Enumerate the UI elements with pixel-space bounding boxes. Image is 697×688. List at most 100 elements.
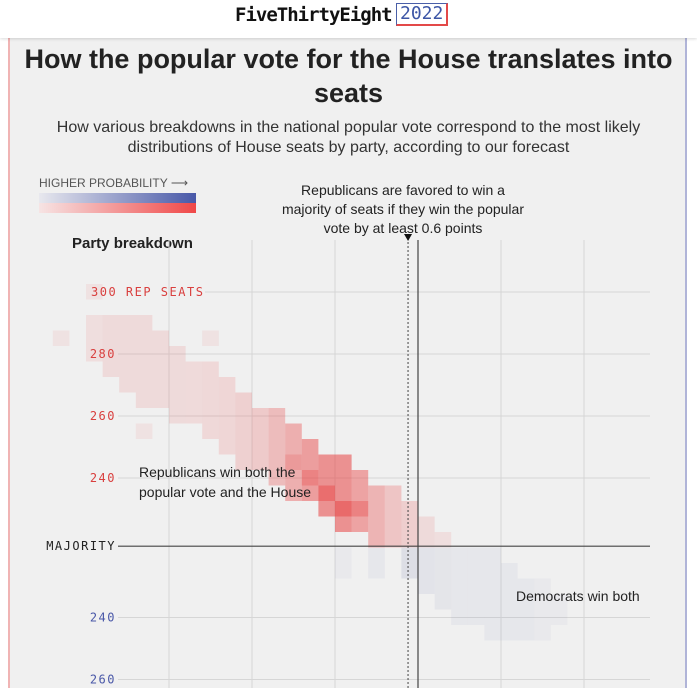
heatmap-cell — [368, 563, 385, 579]
y-tick-label: 260 — [90, 673, 116, 687]
heatmap-cell — [318, 485, 335, 501]
heatmap-cell — [119, 330, 136, 346]
chart-title: How the popular vote for the House trans… — [24, 44, 673, 108]
heatmap-cell — [268, 454, 286, 470]
heatmap-cell — [235, 423, 252, 439]
heatmap-cell — [335, 516, 352, 532]
heatmap-cell — [185, 392, 203, 408]
site-header: FiveThirtyEight 2022 — [0, 0, 697, 38]
heatmap-cell — [418, 516, 435, 532]
arrow-right-icon: ⟶ — [170, 176, 189, 190]
heatmap-cell — [434, 563, 452, 579]
heatmap-cell — [401, 563, 418, 579]
heatmap-cell — [119, 377, 136, 393]
heatmap-cell — [235, 439, 252, 455]
heatmap-cell — [434, 547, 452, 563]
heatmap-cell — [384, 532, 402, 548]
heatmap-cell — [335, 563, 352, 579]
heatmap-cell — [484, 625, 501, 641]
heatmap-cell — [285, 423, 302, 439]
heatmap-cell — [86, 315, 103, 331]
heatmap-cell — [401, 516, 418, 532]
heatmap-cell — [517, 625, 535, 641]
chart-panel — [8, 38, 687, 688]
heatmap-cell — [384, 485, 402, 501]
heatmap-cell — [434, 532, 452, 548]
y-tick-label: 260 — [90, 409, 116, 423]
heatmap-cell — [434, 578, 452, 594]
heatmap-cell — [152, 346, 169, 362]
heatmap-cell — [351, 501, 369, 517]
heatmap-cell — [484, 594, 501, 610]
heatmap-cell — [384, 516, 402, 532]
heatmap-cell — [517, 594, 535, 610]
heatmap-cell — [467, 594, 485, 610]
heatmap-cell — [135, 392, 153, 408]
heatmap-cell — [335, 485, 352, 501]
y-tick-label: 240 — [90, 611, 116, 625]
heatmap-cell — [202, 377, 219, 393]
heatmap-cell — [285, 485, 302, 501]
heatmap-cell — [318, 485, 335, 501]
heatmap-cell — [102, 315, 120, 331]
heatmap-cell — [451, 563, 468, 579]
probability-legend-label: HIGHER PROBABILITY ⟶ — [39, 176, 188, 190]
heatmap-cell — [102, 330, 120, 346]
heatmap-cell — [86, 346, 103, 362]
heatmap-cell — [218, 377, 236, 393]
heatmap-cell — [218, 439, 236, 455]
chart-heading: Party breakdown — [72, 235, 193, 252]
heatmap-cell — [235, 408, 252, 424]
heatmap-cell — [152, 377, 169, 393]
heatmap-cell — [501, 563, 518, 579]
heatmap-cell — [351, 501, 369, 517]
heatmap-cell — [351, 470, 369, 486]
heatmap-cell — [235, 392, 252, 408]
heatmap-cell — [202, 408, 219, 424]
y-tick-label: 280 — [90, 347, 116, 361]
heatmap-cell — [301, 470, 319, 486]
heatmap-cell — [351, 516, 369, 532]
heatmap-cell — [252, 454, 269, 470]
heatmap-cell — [368, 532, 385, 548]
heatmap-cell — [501, 594, 518, 610]
heatmap-cell — [384, 501, 402, 517]
threshold-marker-icon — [404, 234, 413, 241]
legend-label: HIGHER PROBABILITY — [39, 176, 168, 190]
heatmap-cell — [434, 594, 452, 610]
heatmap-cell — [185, 408, 203, 424]
heatmap-cell — [301, 485, 319, 501]
dem-both-annotation: Democrats win both — [516, 588, 640, 604]
year-badge[interactable]: 2022 — [396, 3, 449, 26]
heatmap-cell — [418, 578, 435, 594]
rep-gradient — [39, 203, 196, 213]
heatmap-cell — [169, 361, 186, 377]
heatmap-cell — [484, 578, 501, 594]
heatmap-cell — [119, 346, 136, 362]
heatmap-cell — [451, 609, 468, 625]
heatmap-cell — [268, 439, 286, 455]
probability-legend-bar — [39, 193, 196, 213]
heatmap-cell — [418, 532, 435, 548]
heatmap-cell — [268, 423, 286, 439]
heatmap-cell — [467, 563, 485, 579]
heatmap-cell — [152, 392, 169, 408]
heatmap-cell — [102, 361, 120, 377]
heatmap-cell — [218, 408, 236, 424]
heatmap-cell — [517, 609, 535, 625]
heatmap-cell — [268, 408, 286, 424]
heatmap-cell — [119, 361, 136, 377]
brand-logo[interactable]: FiveThirtyEight — [235, 4, 393, 26]
heatmap-cell — [351, 485, 369, 501]
heatmap-cell — [252, 408, 269, 424]
heatmap-cell — [268, 470, 286, 486]
y-tick-label: MAJORITY — [46, 539, 116, 553]
heatmap-cell — [169, 346, 186, 362]
heatmap-cell — [335, 547, 352, 563]
heatmap-cell — [484, 547, 501, 563]
heatmap-cell — [202, 330, 219, 346]
dem-gradient — [39, 193, 196, 203]
heatmap-cell — [451, 547, 468, 563]
heatmap-cell — [285, 454, 302, 470]
